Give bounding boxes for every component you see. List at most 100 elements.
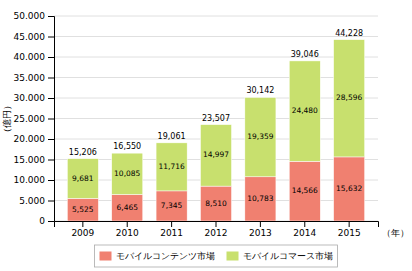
y-tick-mark bbox=[48, 221, 54, 222]
data-label: 11,716 bbox=[158, 162, 184, 171]
grid-line bbox=[54, 16, 378, 17]
x-tick-label: 2015 bbox=[338, 228, 361, 238]
x-tick-mark bbox=[216, 221, 217, 227]
x-tick-mark bbox=[82, 221, 83, 227]
y-axis-label: （億円） bbox=[2, 101, 12, 137]
chart: 0 5.000 10.000 15.000 20.000 25.000 30.000 35.0… bbox=[0, 0, 412, 271]
x-tick-mark bbox=[349, 221, 350, 227]
y-tick: 15.000 bbox=[14, 155, 55, 165]
y-tick: 40.000 bbox=[14, 52, 55, 62]
x-tick-mark bbox=[260, 221, 261, 227]
bar bbox=[334, 157, 365, 221]
y-tick-mark bbox=[48, 98, 54, 99]
y-tick-mark bbox=[48, 37, 54, 38]
y-tick: 20.000 bbox=[14, 134, 55, 144]
x-tick-label: 2011 bbox=[160, 228, 183, 238]
x-axis-line bbox=[55, 222, 379, 228]
y-tick-mark bbox=[48, 139, 54, 140]
x-tick-mark bbox=[304, 221, 305, 227]
legend-swatch bbox=[100, 252, 112, 261]
y-tick-label: 15.000 bbox=[14, 155, 46, 165]
data-label: 8,510 bbox=[205, 199, 227, 208]
y-tick: 0 bbox=[39, 216, 54, 226]
bar bbox=[67, 198, 98, 221]
y-tick: 5.000 bbox=[19, 196, 54, 206]
bar bbox=[156, 191, 187, 221]
y-tick-label: 10.000 bbox=[14, 175, 46, 185]
total-label: 23,507 bbox=[202, 114, 230, 123]
bar bbox=[112, 194, 143, 221]
total-label: 16,550 bbox=[113, 142, 141, 151]
bar bbox=[245, 97, 276, 176]
data-label: 19,359 bbox=[247, 132, 273, 141]
y-tick-mark bbox=[48, 160, 54, 161]
legend-swatch bbox=[227, 252, 239, 261]
data-label: 14,997 bbox=[203, 150, 229, 159]
bar bbox=[200, 186, 231, 221]
x-tick-label: 2009 bbox=[71, 228, 94, 238]
y-tick-label: 0 bbox=[39, 216, 45, 226]
bar bbox=[112, 153, 143, 194]
y-tick-mark bbox=[48, 119, 54, 120]
x-tick: 2013 bbox=[249, 221, 272, 238]
data-label: 7,345 bbox=[161, 201, 183, 210]
data-label: 5,525 bbox=[72, 205, 94, 214]
bars bbox=[67, 40, 364, 221]
data-label: 15,632 bbox=[336, 184, 362, 193]
data-label: 14,566 bbox=[292, 186, 318, 195]
grid bbox=[54, 16, 378, 221]
y-tick-mark bbox=[48, 201, 54, 202]
data-label: 9,681 bbox=[72, 174, 94, 183]
y-tick: 50.000 bbox=[14, 11, 55, 21]
y-tick: 25.000 bbox=[14, 114, 55, 124]
x-tick-label: 2013 bbox=[249, 228, 272, 238]
y-tick-label: 35.000 bbox=[14, 73, 46, 83]
grid-line bbox=[54, 57, 378, 58]
y-tick-label: 45.000 bbox=[14, 32, 46, 42]
x-tick: 2011 bbox=[160, 221, 183, 238]
x-tick-mark bbox=[127, 221, 128, 227]
x-tick: 2015 bbox=[338, 221, 361, 238]
y-tick-label: 20.000 bbox=[14, 134, 46, 144]
y-tick: 10.000 bbox=[14, 175, 55, 185]
legend: モバイルコンテンツ市場 モバイルコマース市場 bbox=[95, 245, 338, 267]
grid-line bbox=[54, 36, 378, 37]
legend-frame bbox=[95, 245, 338, 267]
total-label: 19,061 bbox=[158, 132, 186, 141]
x-tick-label: 2012 bbox=[205, 228, 228, 238]
y-tick-label: 50.000 bbox=[14, 11, 46, 21]
legend-item: モバイルコマース市場 bbox=[227, 251, 333, 261]
total-label: 30,142 bbox=[246, 86, 274, 95]
y-tick-mark bbox=[48, 78, 54, 79]
data-label: 24,480 bbox=[292, 106, 318, 115]
x-tick: 2009 bbox=[71, 221, 94, 238]
y-tick-label: 25.000 bbox=[14, 114, 46, 124]
y-tick: 35.000 bbox=[14, 73, 55, 83]
x-tick-label: 2014 bbox=[293, 228, 316, 238]
data-label: 10,783 bbox=[247, 194, 273, 203]
bar bbox=[245, 177, 276, 221]
y-axis: 0 5.000 10.000 15.000 20.000 25.000 30.000 35.0… bbox=[14, 11, 55, 226]
y-tick-mark bbox=[48, 180, 54, 181]
x-tick-mark bbox=[171, 221, 172, 227]
data-label: 10,085 bbox=[114, 169, 140, 178]
y-tick: 30.000 bbox=[14, 93, 55, 103]
legend-label: モバイルコマース市場 bbox=[243, 251, 333, 261]
x-axis: 2009 2010 2011 2012 2013 2014 2015 bbox=[55, 221, 379, 238]
total-label: 44,228 bbox=[335, 29, 363, 38]
x-axis-label: （年） bbox=[382, 228, 409, 238]
grid-line bbox=[54, 98, 378, 99]
data-label: 6,465 bbox=[116, 203, 138, 212]
y-tick: 45.000 bbox=[14, 32, 55, 42]
total-label: 39,046 bbox=[291, 50, 319, 59]
grid-line bbox=[54, 77, 378, 78]
total-label: 15,206 bbox=[69, 148, 97, 157]
x-tick: 2012 bbox=[205, 221, 228, 238]
data-labels: 5,525 6,465 7,345 8,510 10,783 14,566 15,632 9,… bbox=[69, 29, 363, 214]
y-tick-label: 40.000 bbox=[14, 52, 46, 62]
legend-label: モバイルコンテンツ市場 bbox=[116, 251, 215, 261]
y-tick-mark bbox=[48, 16, 54, 17]
bar bbox=[289, 61, 320, 161]
x-tick-label: 2010 bbox=[116, 228, 139, 238]
bar bbox=[67, 159, 98, 199]
